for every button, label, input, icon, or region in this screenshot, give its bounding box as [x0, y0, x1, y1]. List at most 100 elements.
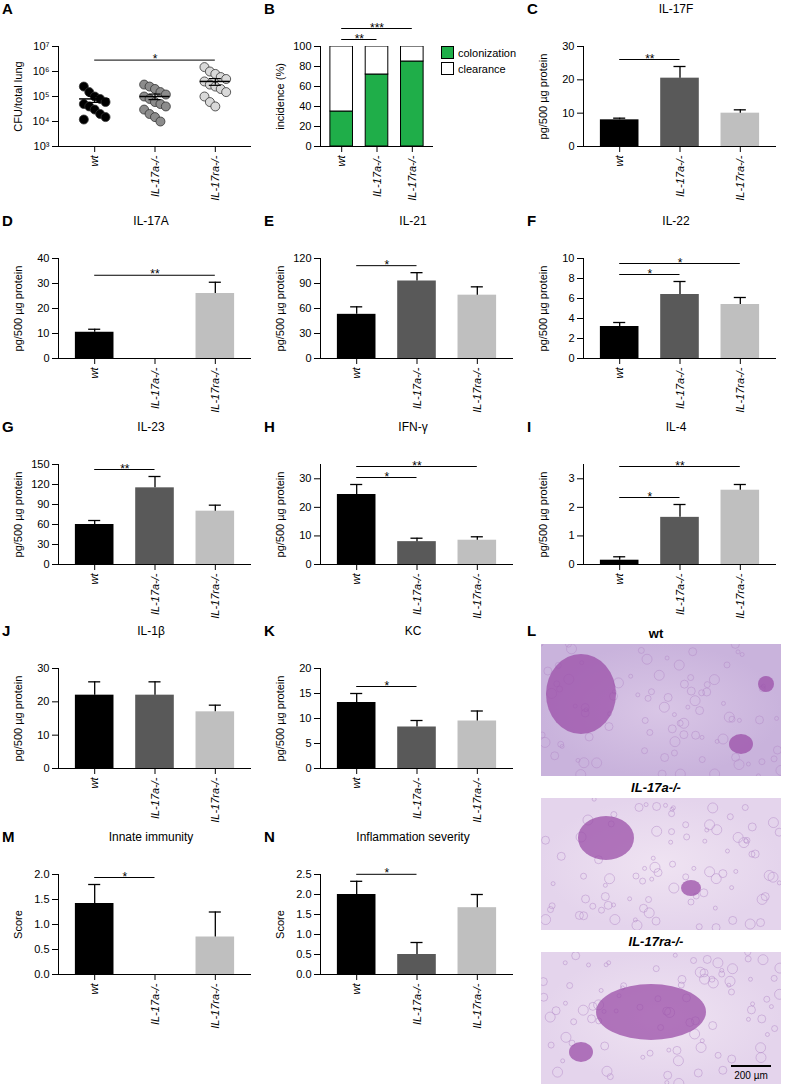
svg-text:0: 0 [305, 762, 311, 774]
svg-text:0: 0 [568, 140, 574, 152]
svg-text:IL-17a-/-: IL-17a-/- [411, 777, 423, 819]
svg-text:*: * [678, 256, 683, 270]
svg-text:IL-17ra-/-: IL-17ra-/- [406, 155, 418, 201]
svg-text:IL-17a-/-: IL-17a-/- [149, 155, 161, 197]
svg-text:2.0: 2.0 [296, 888, 311, 900]
svg-text:15: 15 [299, 687, 311, 699]
svg-text:wt: wt [350, 777, 362, 789]
svg-text:**: ** [675, 459, 685, 473]
svg-text:IL-17ra-/-: IL-17ra-/- [471, 573, 483, 619]
svg-text:200 µm: 200 µm [734, 1070, 768, 1081]
svg-text:IL-17ra-/-: IL-17ra-/- [209, 573, 221, 619]
svg-text:20: 20 [299, 662, 311, 674]
svg-text:3: 3 [568, 472, 574, 484]
svg-text:pg/500 µg protein: pg/500 µg protein [537, 472, 549, 558]
svg-text:IL-17a-/-: IL-17a-/- [371, 155, 383, 197]
svg-text:10: 10 [299, 529, 311, 541]
svg-text:IL-17ra-/-: IL-17ra-/- [209, 155, 221, 201]
svg-text:10³: 10³ [34, 140, 50, 152]
svg-text:**: ** [412, 459, 422, 473]
svg-text:0: 0 [43, 352, 49, 364]
svg-text:2.5: 2.5 [296, 868, 311, 880]
svg-text:20: 20 [299, 120, 311, 132]
svg-text:*: * [385, 866, 390, 880]
svg-text:20: 20 [299, 501, 311, 513]
svg-text:*: * [648, 490, 653, 504]
svg-text:incidence (%): incidence (%) [274, 63, 286, 130]
svg-text:wt: wt [88, 573, 100, 585]
svg-text:*: * [385, 679, 390, 693]
svg-text:30: 30 [37, 538, 49, 550]
svg-text:wt: wt [88, 155, 100, 167]
svg-text:wt: wt [350, 573, 362, 585]
svg-text:0.0: 0.0 [296, 968, 311, 980]
svg-text:10: 10 [37, 729, 49, 741]
svg-text:pg/500 µg protein: pg/500 µg protein [12, 266, 24, 352]
svg-text:1: 1 [568, 529, 574, 541]
svg-text:wt: wt [88, 777, 100, 789]
svg-text:100: 100 [293, 40, 311, 52]
svg-text:120: 120 [31, 478, 49, 490]
svg-text:IL-17ra-/-: IL-17ra-/- [734, 573, 746, 619]
svg-text:IL-17a-/-: IL-17a-/- [149, 367, 161, 409]
svg-text:2: 2 [568, 332, 574, 344]
svg-text:1.0: 1.0 [296, 928, 311, 940]
svg-text:IL-17ra-/-: IL-17ra-/- [471, 777, 483, 823]
svg-text:wt: wt [88, 367, 100, 379]
svg-text:IL-17ra-/-: IL-17ra-/- [734, 367, 746, 413]
svg-text:pg/500 µg protein: pg/500 µg protein [537, 266, 549, 352]
svg-text:10: 10 [562, 252, 574, 264]
svg-text:80: 80 [299, 60, 311, 72]
svg-text:1.5: 1.5 [34, 893, 49, 905]
svg-text:120: 120 [293, 252, 311, 264]
svg-text:30: 30 [299, 472, 311, 484]
svg-text:IL-17ra-/-: IL-17ra-/- [471, 983, 483, 1029]
svg-text:*: * [385, 258, 390, 272]
svg-text:wt: wt [350, 983, 362, 995]
svg-text:30: 30 [37, 662, 49, 674]
svg-text:**: ** [645, 52, 655, 66]
svg-text:pg/500 µg protein: pg/500 µg protein [12, 676, 24, 762]
svg-text:40: 40 [299, 100, 311, 112]
svg-text:wt: wt [88, 983, 100, 995]
svg-text:0: 0 [568, 558, 574, 570]
svg-text:90: 90 [299, 277, 311, 289]
svg-text:4: 4 [568, 312, 574, 324]
svg-text:2.0: 2.0 [34, 868, 49, 880]
svg-text:IL-17ra-/-: IL-17ra-/- [209, 777, 221, 823]
svg-text:30: 30 [37, 277, 49, 289]
svg-text:0.0: 0.0 [34, 968, 49, 980]
svg-text:Score: Score [274, 910, 286, 939]
svg-text:wt: wt [613, 573, 625, 585]
svg-text:IL-17ra-/-: IL-17ra-/- [209, 367, 221, 413]
svg-text:IL-17a-/-: IL-17a-/- [411, 367, 423, 409]
svg-text:0: 0 [43, 762, 49, 774]
svg-text:10⁴: 10⁴ [33, 115, 50, 127]
svg-text:1.0: 1.0 [34, 918, 49, 930]
svg-text:IL-17a-/-: IL-17a-/- [149, 573, 161, 615]
svg-text:wt: wt [613, 367, 625, 379]
svg-text:**: ** [150, 267, 160, 281]
svg-text:20: 20 [37, 302, 49, 314]
svg-text:*: * [385, 470, 390, 484]
svg-text:IL-17a-/-: IL-17a-/- [149, 983, 161, 1025]
svg-text:60: 60 [37, 518, 49, 530]
svg-text:wt: wt [335, 155, 347, 167]
svg-text:pg/500 µg protein: pg/500 µg protein [274, 266, 286, 352]
svg-text:**: ** [355, 32, 365, 46]
svg-text:0: 0 [305, 140, 311, 152]
svg-text:10⁵: 10⁵ [33, 90, 50, 102]
svg-text:1.5: 1.5 [296, 908, 311, 920]
svg-text:IL-17ra-/-: IL-17ra-/- [734, 155, 746, 201]
svg-text:*: * [153, 52, 158, 66]
svg-text:60: 60 [299, 80, 311, 92]
svg-text:wt: wt [613, 155, 625, 167]
svg-text:40: 40 [37, 252, 49, 264]
svg-text:2: 2 [568, 501, 574, 513]
svg-text:IL-17a-/-: IL-17a-/- [411, 983, 423, 1025]
svg-text:0.5: 0.5 [34, 943, 49, 955]
svg-text:IL-17a-/-: IL-17a-/- [674, 367, 686, 409]
svg-text:pg/500 µg protein: pg/500 µg protein [274, 676, 286, 762]
svg-text:Score: Score [12, 910, 24, 939]
svg-text:0: 0 [305, 352, 311, 364]
